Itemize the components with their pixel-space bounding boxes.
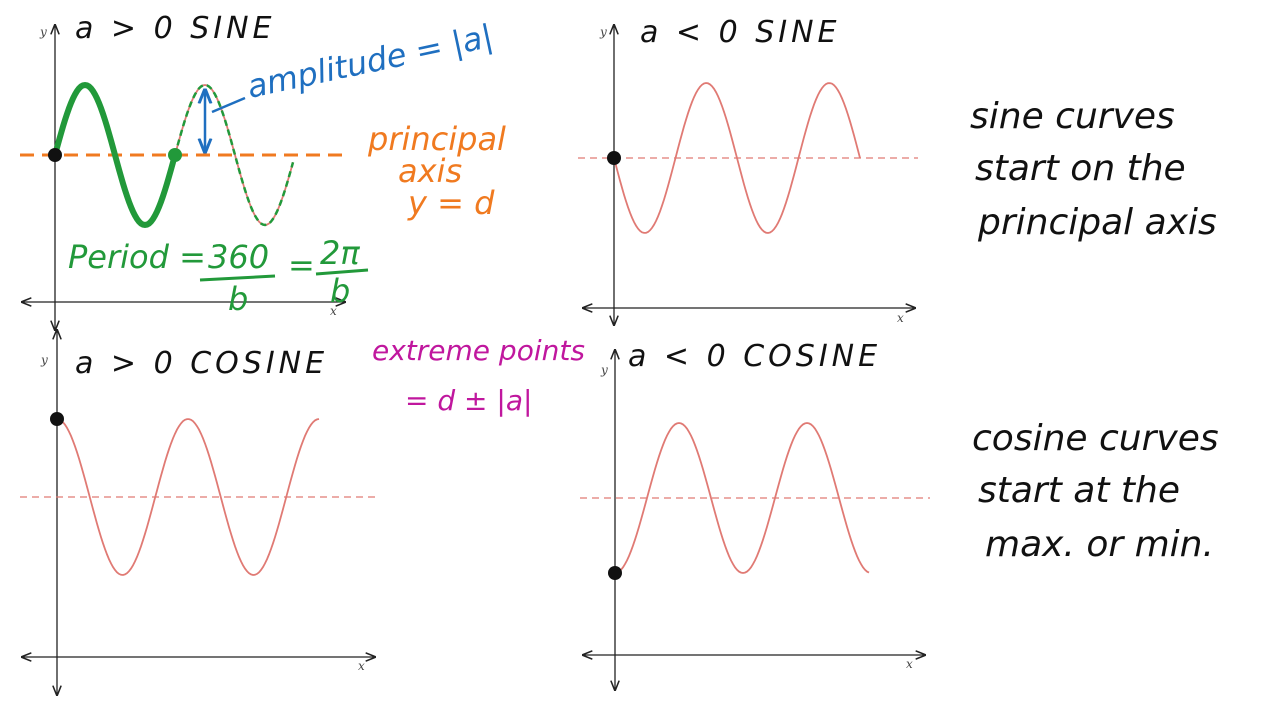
extreme-points-note: extreme points = d ± |a| [372,334,585,417]
note-line: cosine curves [972,418,1219,459]
note-line: principal axis [977,202,1217,243]
note-line: = d ± |a| [405,384,532,417]
panel-title: a < 0 COSINE [628,339,881,374]
fraction-num: 2π [320,234,360,272]
equals: = [288,246,315,284]
x-axis-label: x [897,311,904,325]
x-axis-label: x [906,657,913,671]
graphs [20,25,930,695]
note-line: max. or min. [985,524,1214,565]
fraction-den: b [228,280,248,318]
period-note: Period = 360 b = 2π b [68,234,369,318]
note-line: axis [398,152,462,190]
note-line: start on the [975,148,1186,189]
sine-note: sine curves start on the principal axis [970,96,1217,243]
fraction-bar [199,274,276,282]
fraction-num: 360 [208,238,269,276]
panel-title: a > 0 SINE [75,11,276,46]
x-axis-label: x [358,659,365,673]
y-axis-label: y [600,363,608,377]
panel-title: a < 0 SINE [640,15,841,50]
period-dashed [173,83,295,227]
start-point [608,566,622,580]
note-line: extreme points [372,334,585,367]
start-point [50,412,64,426]
note-line: start at the [978,470,1180,511]
panel-title: a > 0 COSINE [75,346,328,381]
x-axis-label: x [330,304,337,318]
note-line: principal [367,120,506,158]
fraction-bar [315,268,369,276]
curve [56,418,320,576]
pointer [211,96,246,114]
note-line: sine curves [970,96,1175,137]
period-label: Period = [68,238,206,276]
principal-axis-note: principal axis y = d [367,120,506,222]
y-axis-label: y [39,25,47,39]
curve [613,82,861,234]
y-axis-label: y [599,25,607,39]
fraction-den: b [330,272,350,310]
amplitude-note: amplitude = |a| [244,17,496,106]
y-axis-label: y [40,353,48,367]
start-point [607,151,621,165]
cosine-note: cosine curves start at the max. or min. [972,418,1219,565]
note-line: y = d [407,184,495,222]
period-highlight [52,81,178,229]
start-point [48,148,62,162]
curve [614,422,870,574]
period-end-point [168,148,182,162]
